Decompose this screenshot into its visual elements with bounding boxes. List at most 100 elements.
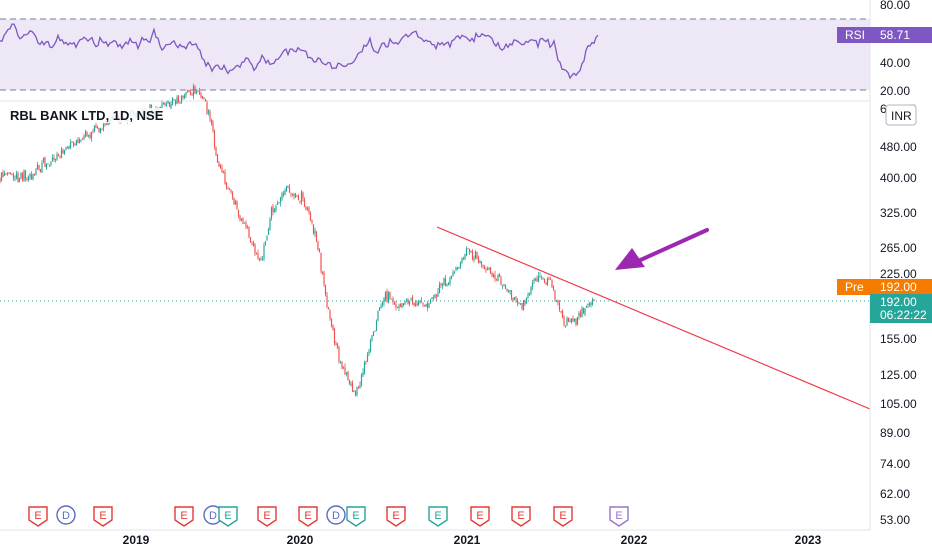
- candle-body: [294, 193, 297, 198]
- candle-body: [21, 173, 24, 181]
- candle: [335, 341, 337, 346]
- candle: [165, 101, 168, 107]
- event-marker-shape: [386, 506, 406, 527]
- candle-body: [443, 278, 445, 285]
- candle: [459, 261, 462, 269]
- symbol-title[interactable]: RBL BANK LTD, 1D, NSE: [8, 108, 166, 123]
- candle: [255, 252, 258, 255]
- earnings-marker[interactable]: E: [428, 506, 448, 527]
- candle: [3, 170, 6, 177]
- earnings-marker[interactable]: E: [298, 506, 318, 527]
- candle-body: [344, 367, 346, 375]
- candle: [65, 146, 67, 151]
- price-axis[interactable]: 80.00 40.00 20.00 RSI 58.71 600.00 480.0…: [837, 0, 932, 530]
- candle-body: [102, 124, 105, 130]
- earnings-marker[interactable]: E: [28, 506, 48, 527]
- candle: [549, 277, 552, 281]
- candle: [5, 172, 7, 175]
- earnings-marker[interactable]: E: [511, 506, 531, 527]
- earnings-marker[interactable]: E: [257, 506, 277, 527]
- candle-body: [78, 140, 81, 144]
- candle: [21, 171, 24, 182]
- candle: [272, 203, 274, 216]
- candle-body: [327, 307, 330, 310]
- candle: [0, 172, 3, 182]
- earnings-marker[interactable]: E: [609, 506, 629, 527]
- earnings-marker[interactable]: E: [470, 506, 490, 527]
- candle-body: [90, 132, 93, 139]
- candle-body: [528, 292, 531, 295]
- candle-body: [75, 140, 78, 146]
- candle-body: [483, 266, 486, 269]
- candle: [60, 147, 63, 159]
- candle-body: [80, 139, 82, 141]
- earnings-marker[interactable]: E: [174, 506, 194, 527]
- candle-body: [431, 297, 433, 300]
- last-price-badge-bg: [870, 294, 932, 323]
- earnings-marker[interactable]: E: [386, 506, 406, 527]
- candle: [539, 271, 541, 278]
- candle: [56, 151, 58, 161]
- rsi-badge-value: 58.71: [880, 28, 910, 42]
- earnings-marker[interactable]: E: [346, 506, 366, 527]
- time-axis[interactable]: 2019 2020 2021 2022 2023: [0, 529, 932, 550]
- trendline[interactable]: [436, 226, 871, 410]
- candle-body: [9, 172, 12, 175]
- candle: [507, 289, 510, 294]
- candle-body: [246, 226, 249, 228]
- candle: [537, 271, 540, 283]
- candle: [276, 200, 279, 206]
- candle-body: [330, 318, 333, 326]
- candle: [411, 294, 414, 305]
- dividend-marker[interactable]: D: [326, 505, 346, 525]
- candle: [248, 226, 250, 239]
- candle-body: [26, 179, 28, 180]
- candle-body: [411, 296, 414, 304]
- candle-body: [237, 210, 240, 216]
- candle: [98, 127, 100, 133]
- candle: [468, 248, 471, 255]
- candle: [576, 316, 579, 326]
- rsi-tick: 20.00: [880, 84, 910, 98]
- candle-body: [456, 267, 459, 270]
- candle: [470, 250, 472, 253]
- candle-body: [278, 202, 280, 203]
- candle: [375, 319, 378, 332]
- earnings-marker[interactable]: E: [553, 506, 573, 527]
- candle-body: [333, 328, 336, 344]
- candle: [378, 307, 381, 312]
- candle: [81, 137, 84, 140]
- candle: [177, 94, 180, 104]
- candle-body: [582, 307, 585, 314]
- candle: [518, 302, 520, 305]
- candle: [240, 218, 243, 222]
- candle: [203, 96, 205, 100]
- arrow-annotation[interactable]: [615, 228, 709, 270]
- currency-badge[interactable]: INR: [885, 104, 917, 126]
- earnings-marker[interactable]: E: [218, 506, 238, 527]
- candle: [215, 146, 217, 156]
- candle: [57, 153, 60, 157]
- candle-body: [275, 205, 277, 211]
- candle-body: [197, 91, 199, 93]
- earnings-marker[interactable]: E: [93, 506, 113, 527]
- candle: [101, 128, 103, 131]
- time-label: 2020: [287, 533, 314, 547]
- candle: [201, 95, 204, 100]
- candle-body: [347, 372, 349, 380]
- candle-body: [554, 290, 556, 300]
- candle: [170, 101, 172, 110]
- candle-body: [546, 278, 549, 285]
- candle-body: [48, 164, 51, 166]
- dividend-marker[interactable]: D: [56, 505, 76, 525]
- candle-body: [504, 284, 507, 289]
- candle-body: [165, 104, 168, 106]
- rsi-tick: 40.00: [880, 56, 910, 70]
- candle: [368, 348, 370, 356]
- candle: [437, 287, 439, 297]
- rsi-value-badge: RSI 58.71: [837, 27, 932, 43]
- candle-body: [563, 316, 565, 326]
- candle-body: [558, 302, 561, 310]
